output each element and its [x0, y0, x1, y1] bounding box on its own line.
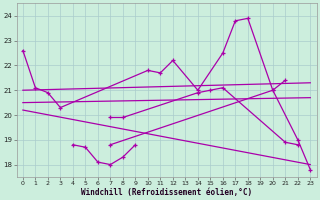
- X-axis label: Windchill (Refroidissement éolien,°C): Windchill (Refroidissement éolien,°C): [81, 188, 252, 197]
